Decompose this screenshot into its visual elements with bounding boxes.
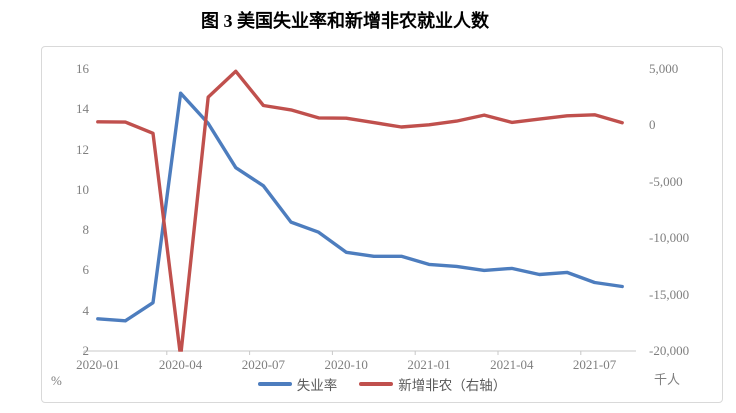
- legend-item: 新增非农（右轴）: [359, 374, 506, 394]
- left-axis-tick-label: 14: [76, 101, 89, 117]
- left-axis-tick-label: 16: [76, 61, 89, 76]
- left-axis-tick-label: 10: [76, 181, 89, 197]
- series-line-0: [96, 91, 624, 323]
- x-axis-tick-label: 2021-07: [572, 357, 617, 372]
- x-axis-tick-label: 2021-04: [490, 357, 534, 372]
- x-axis-tick-label: 2020-07: [241, 357, 286, 372]
- series-line-1: [96, 69, 624, 352]
- legend-line-marker: [359, 382, 394, 386]
- left-axis-tick-label: 4: [82, 302, 90, 318]
- right-axis-tick-label: 5,000: [649, 61, 679, 76]
- right-axis-tick-label: -5,000: [649, 173, 683, 189]
- line-plot: [83, 69, 636, 355]
- legend: 失业率 新增非农（右轴）: [42, 374, 722, 394]
- legend-line-marker: [257, 382, 292, 386]
- legend-label: 新增非农（右轴）: [398, 378, 507, 393]
- chart-title: 图 3 美国失业率和新增非农就业人数: [201, 11, 489, 31]
- legend-item: 失业率: [257, 374, 338, 394]
- right-axis-tick-label: 0: [649, 117, 656, 133]
- left-axis-tick-label: 2: [82, 343, 90, 358]
- left-axis-tick-label: 6: [82, 262, 90, 278]
- x-axis-tick-label: 2020-04: [158, 357, 203, 372]
- x-axis-tick-label: 2021-01: [407, 357, 451, 372]
- legend-label: 失业率: [296, 378, 338, 393]
- chart-container: 2 4 6 8 10 12 14 16 5,000 0 -5,000 -10,000 -15,000 -…: [41, 46, 723, 403]
- x-axis-tick-label: 2020-10: [324, 357, 368, 372]
- right-axis-tick-label: -10,000: [649, 230, 690, 246]
- left-axis-tick-label: 12: [76, 141, 89, 157]
- right-axis-tick-label: -20,000: [649, 343, 690, 358]
- left-axis-unit: %: [51, 373, 62, 388]
- right-axis-tick-label: -15,000: [649, 286, 690, 302]
- x-axis-tick-label: 2020-01: [76, 357, 120, 372]
- left-axis-tick-label: 8: [82, 222, 90, 238]
- right-axis-unit: 千人: [654, 372, 681, 387]
